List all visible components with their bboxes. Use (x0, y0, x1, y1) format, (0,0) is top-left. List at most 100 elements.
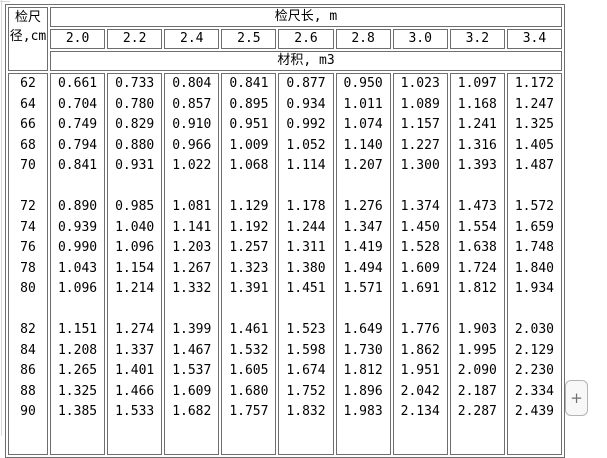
cell-value: 0.910 (172, 117, 212, 132)
cell-value: 1.533 (115, 404, 155, 419)
cell-value: 1.691 (400, 281, 440, 296)
cell-value: 0.841 (57, 158, 98, 173)
group-spacer (279, 300, 332, 321)
group-spacer (108, 177, 161, 198)
cell-value: 1.391 (229, 281, 269, 296)
volume-column-2.0: 0.661 0.704 0.749 0.794 0.841 0.890 0.939 0.990… (50, 73, 106, 455)
cell-value: 0.992 (286, 117, 326, 132)
cell-value: 1.680 (229, 383, 269, 399)
length-column-header: 3.0 (392, 29, 448, 49)
group-spacer (279, 177, 332, 198)
cell-value: 1.178 (286, 199, 326, 214)
cell-value: 1.089 (400, 96, 440, 112)
cell-value: 74 (20, 219, 36, 235)
expand-button[interactable]: + (565, 380, 588, 416)
cell-value: 0.749 (57, 117, 98, 132)
cell-value: 0.990 (57, 240, 98, 255)
cell-value: 1.951 (400, 363, 440, 378)
cell-value: 2.042 (400, 383, 440, 399)
cell-value: 72 (20, 199, 36, 214)
cell-value: 1.903 (457, 322, 497, 337)
cell-value: 1.450 (400, 219, 440, 235)
cell-value: 1.043 (57, 260, 98, 276)
cell-value: 1.528 (400, 240, 440, 255)
cell-value: 2.090 (457, 363, 497, 378)
cell-value: 64 (20, 96, 36, 112)
cell-value: 1.934 (514, 281, 554, 296)
cell-value: 0.804 (172, 76, 212, 91)
cell-value: 1.812 (457, 281, 497, 296)
cell-value: 2.230 (514, 363, 554, 378)
timber-volume-table: 检尺 径,cm 检尺长, m 2.0 2.2 2.4 2.5 2.6 2.8 3.0 3.2 3… (5, 4, 565, 458)
cell-value: 2.287 (457, 404, 497, 419)
cell-value: 0.880 (115, 137, 155, 153)
cell-value: 1.168 (457, 96, 497, 112)
cell-value: 1.311 (286, 240, 326, 255)
group-spacer (51, 177, 104, 198)
cell-value: 1.154 (115, 260, 155, 276)
cell-value: 1.208 (57, 342, 98, 358)
length-column-header: 2.4 (164, 29, 220, 49)
cell-value: 66 (20, 117, 36, 132)
group-spacer (9, 177, 47, 198)
volume-column-2.8: 0.950 1.011 1.074 1.140 1.207 1.276 1.347 1.419… (335, 73, 391, 455)
cell-value: 1.730 (343, 342, 383, 358)
header-row-columns: 2.0 2.2 2.4 2.5 2.6 2.8 3.0 3.2 3.4 (8, 29, 562, 49)
cell-value: 1.380 (286, 260, 326, 276)
cell-value: 0.794 (57, 137, 98, 153)
cell-value: 1.523 (286, 322, 326, 337)
cell-value: 1.337 (115, 342, 155, 358)
cell-value: 1.393 (457, 158, 497, 173)
cell-value: 0.890 (57, 199, 98, 214)
cell-value: 0.950 (343, 76, 383, 91)
cell-value: 1.114 (286, 158, 326, 173)
volume-column-2.6: 0.877 0.934 0.992 1.052 1.114 1.178 1.244 1.311… (278, 73, 334, 455)
cell-value: 1.638 (457, 240, 497, 255)
cell-value: 1.401 (115, 363, 155, 378)
cell-value: 1.207 (343, 158, 383, 173)
group-spacer (51, 300, 104, 321)
cell-value: 1.419 (343, 240, 383, 255)
cell-value: 1.609 (172, 383, 212, 399)
cell-value: 1.487 (514, 158, 554, 173)
group-spacer (222, 177, 275, 198)
volume-column-3.0: 1.023 1.089 1.157 1.227 1.300 1.374 1.450 1.528… (392, 73, 448, 455)
cell-value: 1.748 (514, 240, 554, 255)
volume-column-3.4: 1.172 1.247 1.325 1.405 1.487 1.572 1.659 1.748… (506, 73, 562, 455)
length-column-header: 3.4 (506, 29, 562, 49)
cell-value: 2.187 (457, 383, 497, 399)
group-spacer (394, 300, 447, 321)
cell-value: 0.857 (172, 96, 212, 112)
volume-column-2.2: 0.733 0.780 0.829 0.880 0.931 0.985 1.040 1.096… (107, 73, 163, 455)
cell-value: 1.598 (286, 342, 326, 358)
cell-value: 1.554 (457, 219, 497, 235)
cell-value: 2.334 (514, 383, 554, 399)
cell-value: 1.840 (514, 260, 554, 276)
cell-value: 0.951 (229, 117, 269, 132)
length-column-header: 2.8 (335, 29, 391, 49)
cell-value: 1.812 (343, 363, 383, 378)
group-spacer (337, 300, 390, 321)
cell-value: 1.096 (57, 281, 98, 296)
cell-value: 1.096 (115, 240, 155, 255)
cell-value: 1.300 (400, 158, 440, 173)
cell-value: 1.451 (286, 281, 326, 296)
cell-value: 1.494 (343, 260, 383, 276)
group-spacer (165, 177, 218, 198)
cell-value: 1.461 (229, 322, 269, 337)
cell-value: 84 (20, 342, 36, 358)
frame-edge-left (1, 0, 2, 436)
volume-column-3.2: 1.097 1.168 1.241 1.316 1.393 1.473 1.554 1.638… (449, 73, 505, 455)
cell-value: 1.724 (457, 260, 497, 276)
cell-value: 1.776 (400, 322, 440, 337)
cell-value: 2.129 (514, 342, 554, 358)
cell-value: 1.571 (343, 281, 383, 296)
cell-value: 1.605 (229, 363, 269, 378)
group-spacer (337, 177, 390, 198)
cell-value: 1.532 (229, 342, 269, 358)
cell-value: 1.473 (457, 199, 497, 214)
cell-value: 1.141 (172, 219, 212, 235)
cell-value: 1.316 (457, 137, 497, 153)
group-spacer (9, 300, 47, 321)
group-spacer (222, 300, 275, 321)
